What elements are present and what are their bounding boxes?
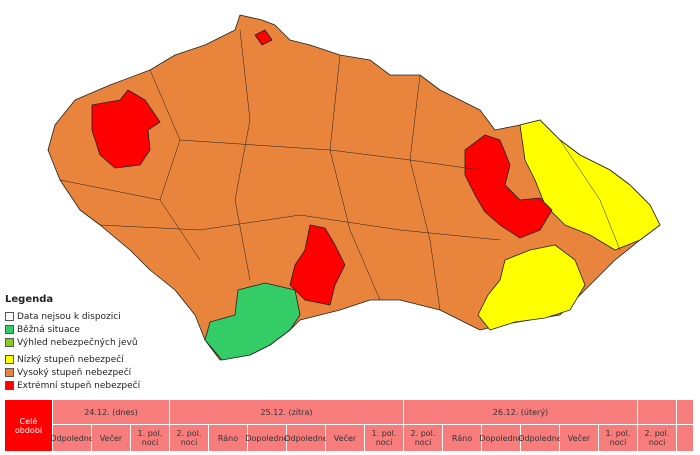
- legend: Legenda Data nejsou k dispozici Běžná sit…: [5, 294, 140, 392]
- period-cell: Večer: [326, 425, 365, 452]
- period-cell: 2. pol. noci: [170, 425, 209, 452]
- warning-map: [47, 14, 661, 361]
- legend-item: Nízký stupeň nebezpečí: [5, 353, 140, 366]
- region-green: [204, 282, 301, 361]
- legend-swatch: [5, 368, 14, 377]
- filler-cell: [677, 425, 693, 452]
- legend-label: Běžná situace: [17, 324, 80, 335]
- period-cell: Odpoledne: [50, 425, 94, 452]
- legend-swatch: [5, 338, 14, 347]
- legend-item: Extrémní stupeň nebezpečí: [5, 379, 140, 392]
- legend-title: Legenda: [5, 294, 54, 305]
- district-borders: [59, 29, 621, 311]
- forecast-table: Celé období 24.12. (dnes) Odpoledne Večer 1.…: [5, 400, 693, 452]
- legend-item: Běžná situace: [5, 323, 140, 336]
- period-cell: Večer: [560, 425, 599, 452]
- legend-label: Výhled nebezpečných jevů: [17, 337, 138, 348]
- day-header: 26.12. (úterý): [404, 400, 638, 425]
- legend-swatch: [5, 381, 14, 390]
- period-cell: Ráno: [209, 425, 248, 452]
- period-cell: 1. pol. noci: [599, 425, 638, 452]
- day-header: 25.12. (zítra): [170, 400, 404, 425]
- period-cell: Dopoledne: [479, 425, 523, 452]
- period-cell: Ráno: [443, 425, 482, 452]
- filler-header: [677, 400, 693, 425]
- region-red: [464, 134, 553, 239]
- legend-label: Vysoký stupeň nebezpečí: [17, 367, 132, 378]
- region-yellow: [477, 244, 586, 331]
- legend-item: Vysoký stupeň nebezpečí: [5, 366, 140, 379]
- period-cell: Odpoledne: [518, 425, 562, 452]
- legend-label: Extrémní stupeň nebezpečí: [17, 380, 141, 391]
- region-red: [91, 89, 161, 169]
- legend-item: Data nejsou k dispozici: [5, 310, 140, 323]
- period-cell: 2. pol. noci: [404, 425, 443, 452]
- day-header: [638, 400, 677, 425]
- period-cell: 1. pol. noci: [131, 425, 170, 452]
- legend-swatch: [5, 355, 14, 364]
- period-cell: Odpoledne: [284, 425, 328, 452]
- legend-label: Data nejsou k dispozici: [17, 311, 121, 322]
- period-cell: 2. pol. noci: [638, 425, 677, 452]
- period-cell: Dopoledne: [245, 425, 289, 452]
- period-cell: 1. pol. noci: [365, 425, 404, 452]
- region-red: [289, 224, 346, 306]
- legend-swatch: [5, 312, 14, 321]
- legend-item: Výhled nebezpečných jevů: [5, 336, 140, 349]
- region-red: [254, 29, 273, 46]
- legend-label: Nízký stupeň nebezpečí: [17, 354, 124, 365]
- legend-swatch: [5, 325, 14, 334]
- day-header: 24.12. (dnes): [53, 400, 170, 425]
- overall-cell: Celé období: [5, 400, 53, 452]
- period-cell: Večer: [92, 425, 131, 452]
